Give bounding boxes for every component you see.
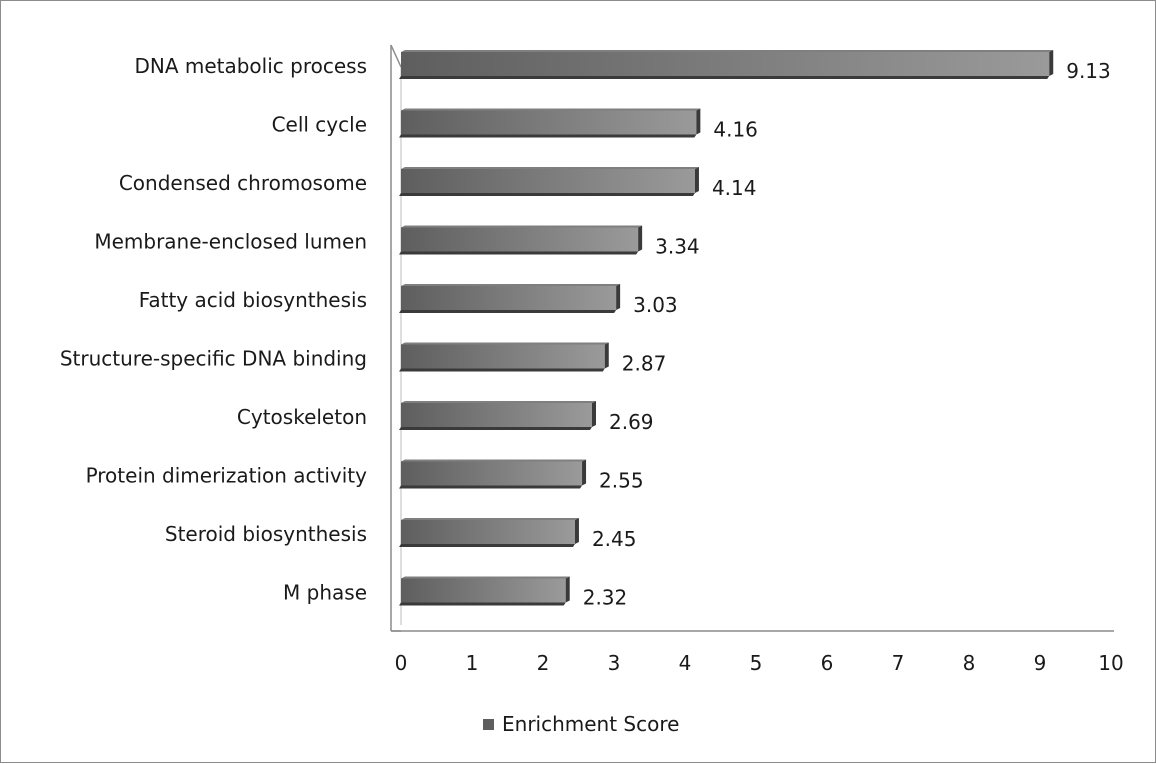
bar-side	[565, 576, 570, 603]
bar-side	[574, 518, 579, 544]
data-label: 2.45	[592, 527, 637, 551]
x-tick-label: 1	[466, 651, 479, 675]
bar-side	[696, 108, 701, 135]
bar-side	[638, 225, 643, 252]
bar	[401, 52, 1050, 76]
data-label: 9.13	[1066, 59, 1111, 83]
bar-bottom	[399, 193, 695, 196]
back-wall-edge	[390, 44, 402, 631]
axes: 0 1 2 3 4 5 6 7 8 9 10	[390, 44, 1124, 675]
x-tick-label: 10	[1098, 651, 1123, 675]
data-label: 3.34	[655, 235, 700, 259]
bar-top	[401, 50, 1054, 52]
x-tick-label: 8	[963, 651, 976, 675]
category-label: DNA metabolic process	[134, 54, 367, 78]
bar-side	[604, 342, 609, 369]
bar-bottom	[399, 76, 1050, 79]
bar	[401, 110, 697, 135]
bar-top	[401, 225, 643, 228]
bar-top	[401, 518, 579, 520]
category-label: Protein dimerization activity	[86, 464, 368, 488]
bar-bottom	[399, 251, 639, 255]
bar	[401, 578, 566, 603]
bar-bottom	[399, 134, 697, 138]
bar-top	[401, 167, 699, 169]
x-tick-label: 0	[395, 651, 408, 675]
legend-swatch	[483, 719, 494, 730]
x-tick-label: 9	[1034, 651, 1047, 675]
bar-top	[401, 342, 609, 345]
category-label: M phase	[283, 581, 367, 605]
legend: Enrichment Score	[483, 712, 679, 736]
bars	[399, 50, 1054, 606]
bar-top	[401, 108, 701, 111]
bar-top	[401, 401, 596, 403]
bar-side	[1049, 50, 1054, 76]
bar	[401, 169, 695, 193]
x-tick-label: 6	[821, 651, 834, 675]
x-tick-label: 4	[679, 651, 692, 675]
bar-side	[582, 459, 587, 486]
bar-side	[591, 401, 596, 427]
bar	[401, 344, 605, 369]
category-label: Condensed chromosome	[119, 171, 367, 195]
bar	[401, 461, 583, 486]
legend-label: Enrichment Score	[502, 712, 679, 736]
bar	[401, 520, 575, 544]
bar-bottom	[399, 544, 575, 547]
bar-side	[616, 284, 621, 310]
bar-bottom	[399, 368, 605, 372]
data-label: 2.32	[583, 586, 628, 610]
bar-side	[694, 167, 699, 193]
bar	[401, 227, 639, 252]
bar-top	[401, 284, 621, 286]
data-label: 2.87	[622, 352, 667, 376]
x-tick-label: 7	[892, 651, 905, 675]
data-label: 2.69	[609, 410, 654, 434]
category-label: Steroid biosynthesis	[165, 522, 367, 546]
bar	[401, 286, 617, 310]
bar-bottom	[399, 427, 592, 430]
category-label: Cytoskeleton	[237, 405, 367, 429]
bar-bottom	[399, 602, 566, 606]
data-label: 4.16	[713, 118, 758, 142]
category-label: Structure-specific DNA binding	[60, 347, 367, 371]
labels: DNA metabolic process 9.13 Cell cycle 4.16 C…	[60, 54, 1111, 610]
data-label: 3.03	[633, 293, 678, 317]
bar-bottom	[399, 485, 583, 489]
category-label: Membrane-enclosed lumen	[94, 230, 367, 254]
x-tick-label: 3	[608, 651, 621, 675]
data-label: 2.55	[599, 469, 644, 493]
category-label: Cell cycle	[272, 113, 367, 137]
bar-bottom	[399, 310, 617, 313]
bar	[401, 403, 592, 427]
bar-top	[401, 576, 570, 579]
data-label: 4.14	[712, 176, 757, 200]
x-tick-label: 2	[537, 651, 550, 675]
bar-top	[401, 459, 587, 462]
category-label: Fatty acid biosynthesis	[139, 288, 367, 312]
x-tick-label: 5	[750, 651, 763, 675]
